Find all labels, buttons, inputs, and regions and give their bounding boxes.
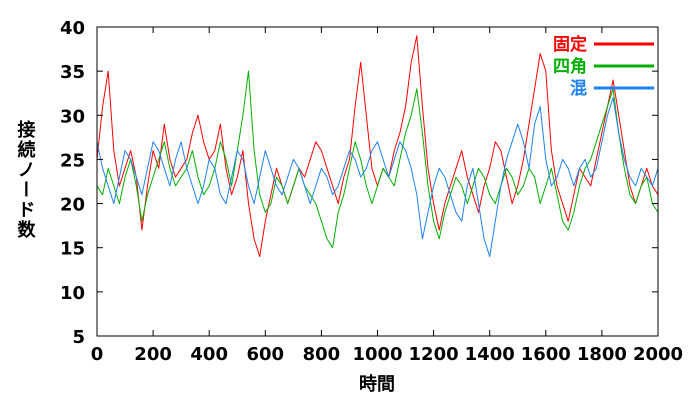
y-tick-label: 25: [60, 150, 85, 171]
x-tick-label: 400: [190, 344, 228, 365]
y-tick-label: 30: [60, 106, 85, 127]
x-tick-label: 1000: [352, 344, 402, 365]
x-tick-label: 1600: [521, 344, 571, 365]
y-tick-label: 20: [60, 195, 85, 216]
x-tick-label: 1400: [465, 344, 515, 365]
legend-label-3: 混: [570, 79, 587, 99]
x-tick-label: 800: [303, 344, 341, 365]
y-tick-label: 5: [72, 327, 85, 348]
legend-label-2: 四角: [553, 56, 587, 77]
y-tick-label: 15: [60, 239, 85, 260]
series-line-3: [96, 97, 659, 257]
y-tick-label: 40: [60, 18, 85, 39]
x-axis-title: 時間: [359, 374, 395, 395]
x-tick-label: 0: [91, 344, 104, 365]
x-tick-label: 600: [247, 344, 285, 365]
x-tick-label: 2000: [633, 344, 683, 365]
y-axis-title: 接続ノード数: [15, 119, 36, 240]
y-tick-label: 35: [60, 62, 85, 83]
series-line-2: [96, 70, 659, 249]
x-tick-label: 1800: [577, 344, 627, 365]
series-lines: [96, 35, 659, 257]
axis-ticks: [96, 26, 659, 337]
legend-label-1: 固定: [553, 34, 587, 55]
axis-tick-labels: 0 200 400 600 800 1000 1200 1400 1600 1800 2000 5 10…: [60, 18, 683, 365]
x-tick-label: 200: [134, 344, 172, 365]
y-tick-label: 10: [60, 283, 85, 304]
x-tick-label: 1200: [409, 344, 459, 365]
